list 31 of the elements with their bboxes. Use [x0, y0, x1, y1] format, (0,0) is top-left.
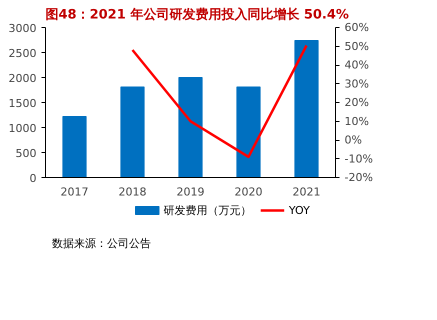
y2-tick-label: 10%: [344, 114, 369, 128]
legend-label: YOY: [288, 204, 310, 217]
y2-tick-label: -10%: [344, 152, 373, 166]
x-tick-label: 2017: [60, 186, 89, 198]
y-tick-label: 2500: [8, 47, 37, 60]
x-tick-label: 2020: [234, 186, 263, 198]
source-note: 数据来源：公司公告: [52, 237, 151, 250]
y2-tick-label: 0%: [344, 134, 362, 146]
y-tick-label: 1500: [8, 97, 37, 110]
line-series: [131, 44, 308, 158]
y2-tick-label: 40%: [344, 58, 369, 72]
bar: [294, 40, 319, 178]
y-tick-label: 0: [30, 172, 36, 185]
y2-tick-label: 30%: [344, 77, 369, 90]
y2-tick-label: 60%: [344, 21, 369, 34]
legend-label: 研发费用（万元）: [164, 204, 252, 217]
bar: [120, 86, 145, 178]
y2-tick-label: -20%: [344, 171, 373, 184]
y-tick-label: 1000: [8, 122, 37, 135]
x-tick-label: 2018: [118, 186, 147, 198]
bar: [178, 77, 203, 178]
x-tick-label: 2019: [176, 186, 205, 198]
y-tick-label: 3000: [8, 22, 37, 35]
x-tick-label: 2021: [292, 186, 321, 198]
y2-tick-label: 50%: [344, 40, 369, 53]
y-tick-label: 500: [16, 147, 37, 160]
chart-title: 图48：2021 年公司研发费用投入同比增长 50.4%: [46, 6, 349, 22]
y2-tick-label: 20%: [344, 96, 369, 109]
bar: [62, 116, 87, 178]
bar: [236, 86, 261, 178]
y-tick-label: 2000: [8, 72, 37, 85]
